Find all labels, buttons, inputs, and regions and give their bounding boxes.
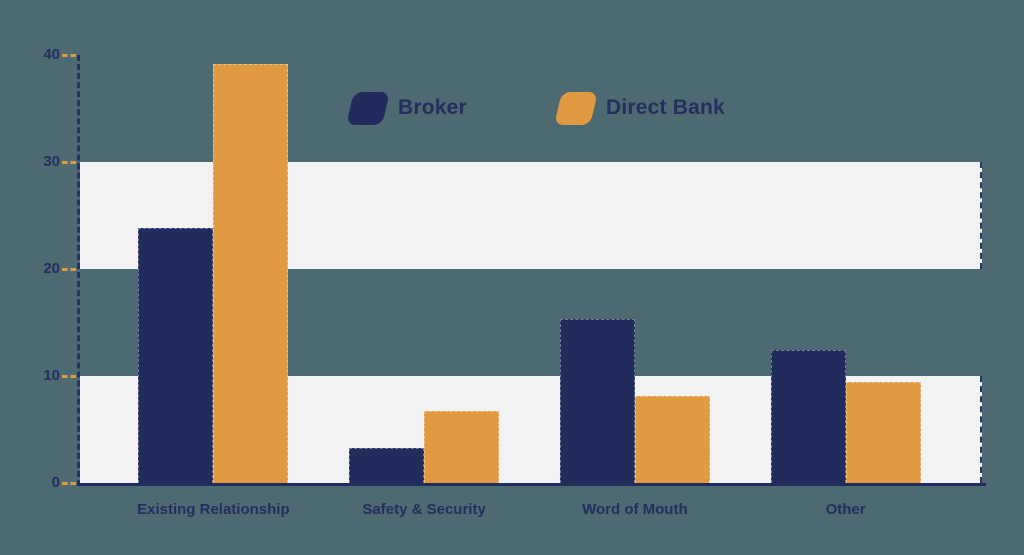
y-tick-mark <box>62 482 76 485</box>
y-tick-mark <box>62 54 76 57</box>
y-tick-label: 10 <box>43 367 60 384</box>
legend: Broker Direct Bank <box>0 90 1024 130</box>
broker-swatch-icon <box>346 91 390 125</box>
y-tick-mark <box>62 161 76 164</box>
bar-direct-bank <box>845 382 921 483</box>
category-label: Existing Relationship <box>137 501 290 518</box>
category-label: Safety & Security <box>362 501 486 518</box>
bar-direct-bank <box>424 411 500 483</box>
legend-item-broker: Broker <box>346 90 467 126</box>
plot-area: 0 10 20 30 40 <box>43 47 986 491</box>
y-tick-mark <box>62 268 76 271</box>
x-axis-line <box>77 483 986 486</box>
bar-broker <box>559 319 635 483</box>
legend-label-direct-bank: Direct Bank <box>606 96 725 119</box>
y-tick-label: 20 <box>43 260 60 277</box>
direct-bank-swatch-icon <box>554 91 598 125</box>
legend-item-direct-bank: Direct Bank <box>554 90 725 126</box>
bar-direct-bank <box>634 396 710 483</box>
y-tick-label: 0 <box>51 474 60 491</box>
legend-label-broker: Broker <box>398 96 467 119</box>
y-tick-label: 30 <box>43 153 60 170</box>
category-label: Word of Mouth <box>582 501 688 518</box>
bar-direct-bank <box>213 63 289 483</box>
bar-broker <box>770 350 846 483</box>
category-label: Other <box>825 501 866 518</box>
y-tick-mark <box>62 375 76 378</box>
bar-broker <box>138 228 214 483</box>
y-tick-label: 40 <box>43 46 60 63</box>
bar-broker <box>349 447 425 483</box>
y-axis-line <box>77 55 80 486</box>
